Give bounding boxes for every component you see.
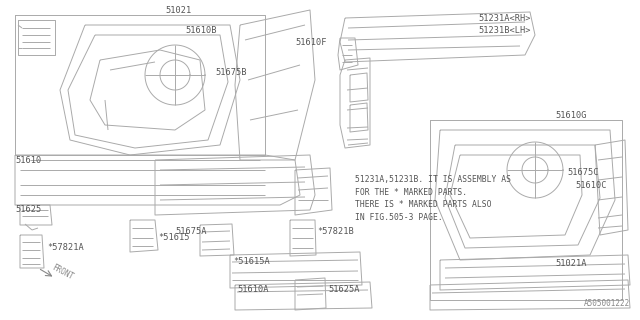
Text: 51625A: 51625A — [328, 285, 360, 294]
Text: FRONT: FRONT — [50, 263, 75, 281]
Text: 51675A: 51675A — [175, 228, 207, 236]
Text: *57821B: *57821B — [317, 228, 354, 236]
Text: 51610C: 51610C — [575, 180, 607, 189]
Text: 51231A<RH>: 51231A<RH> — [478, 13, 531, 22]
Text: 51021A: 51021A — [555, 259, 586, 268]
Text: *51615A: *51615A — [233, 258, 269, 267]
Text: 51610G: 51610G — [555, 110, 586, 119]
Text: A505001222: A505001222 — [584, 299, 630, 308]
Text: 51625: 51625 — [15, 205, 41, 214]
Text: 51610A: 51610A — [237, 285, 269, 294]
Text: 51610: 51610 — [15, 156, 41, 164]
Text: 51610B: 51610B — [185, 26, 216, 35]
Text: 51231B<LH>: 51231B<LH> — [478, 26, 531, 35]
Text: 51675B: 51675B — [215, 68, 246, 76]
Text: 51021: 51021 — [165, 5, 191, 14]
Text: 51610F: 51610F — [295, 37, 326, 46]
Text: 51231A,51231B. IT IS ASSEMBLY AS
FOR THE * MARKED PARTS.
THERE IS * MARKED PARTS: 51231A,51231B. IT IS ASSEMBLY AS FOR THE… — [355, 175, 511, 221]
Text: *57821A: *57821A — [47, 244, 84, 252]
Text: 51675C: 51675C — [567, 167, 598, 177]
Text: *51615: *51615 — [158, 233, 189, 242]
